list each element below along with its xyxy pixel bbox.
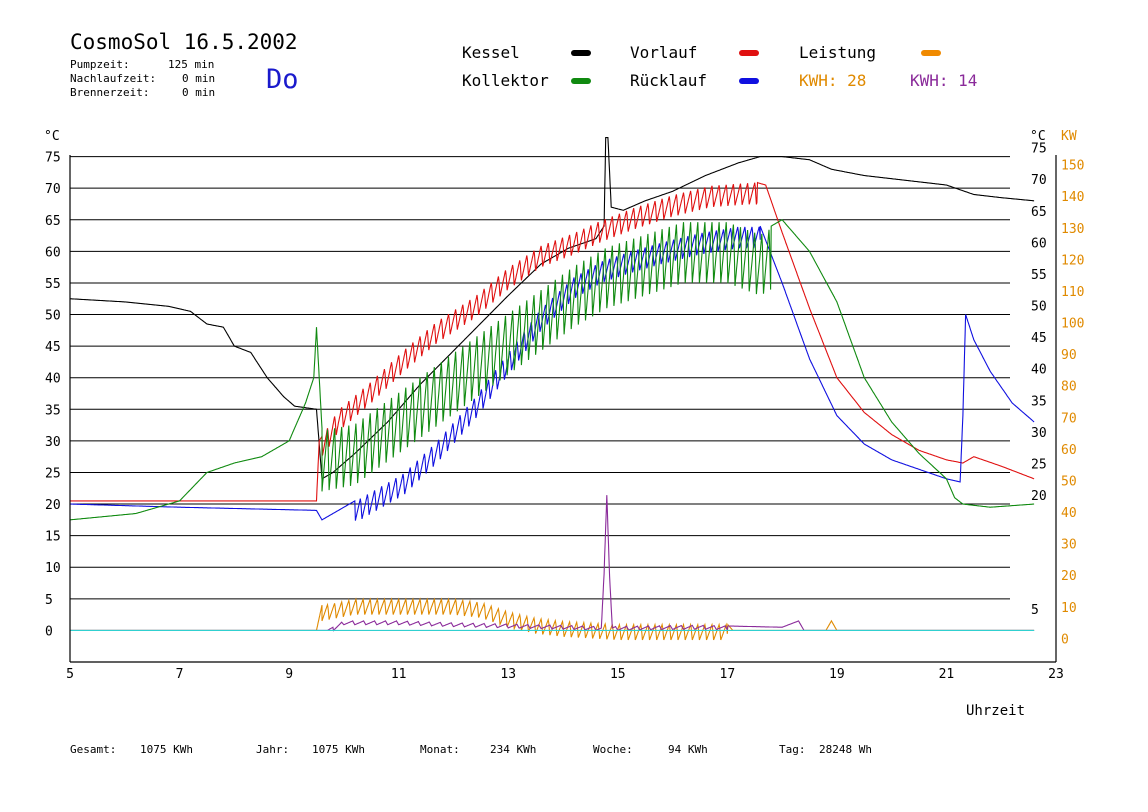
info-brennerzeit-label: Brennerzeit: [70,86,150,99]
info-nachlaufzeit-value: 0 min [182,72,216,85]
y-right-tick-label-kw: 20 [1061,569,1077,584]
info-pumpzeit-value: 125 min [168,58,215,71]
y-right-tick-label-kw: 130 [1061,222,1084,237]
y-right-tick-label-kw: 150 [1061,159,1084,174]
legend-kessel-label: Kessel [462,43,520,62]
axes: 0510152025303540455055606570755202530354… [45,142,1084,682]
y-tick-label: 60 [45,245,61,260]
y-axis-unit-right-c: °C [1030,129,1046,144]
footer-gesamt-value: 1075 KWh [140,743,193,756]
y-right-tick-label-kw: 40 [1061,506,1077,521]
legend-vorlauf-label: Vorlauf [630,43,698,62]
y-axis-unit-right-kw: KW [1061,129,1077,144]
legend-ruecklauf-swatch [739,78,759,84]
footer-monat-value: 234 KWh [490,743,537,756]
info-brennerzeit-value: 0 min [182,86,216,99]
y-right-tick-label-c: 40 [1031,363,1047,378]
y-tick-label: 25 [45,466,61,481]
footer-woche-label: Woche: [593,743,633,756]
x-tick-label: 9 [285,667,293,682]
y-right-tick-label-c: 55 [1031,268,1047,283]
y-right-tick-label-c: 70 [1031,173,1047,188]
kwh-orange-label: KWH: 28 [799,71,867,90]
x-tick-label: 21 [939,667,955,682]
legend-leistung-swatch [921,50,941,56]
footer-gesamt-label: Gesamt: [70,743,117,756]
legend-kollektor-label: Kollektor [462,71,549,90]
y-right-tick-label-c: 25 [1031,457,1047,472]
kwh-purple-label: KWH: 14 [910,71,978,90]
footer-woche-value: 94 KWh [668,743,708,756]
y-tick-label: 30 [45,435,61,450]
y-right-tick-label-c: 60 [1031,236,1047,251]
y-right-tick-label-kw: 50 [1061,474,1077,489]
y-tick-label: 45 [45,340,61,355]
series-line-kollektor [69,219,1035,521]
y-right-tick-label-kw: 30 [1061,538,1077,553]
y-tick-label: 65 [45,214,61,229]
y-tick-label: 10 [45,561,61,576]
y-tick-label: 55 [45,277,61,292]
y-axis-unit-left: °C [44,129,60,144]
x-tick-label: 19 [829,667,845,682]
x-tick-label: 23 [1048,667,1064,682]
y-right-tick-label-c: 65 [1031,205,1047,220]
info-pumpzeit-label: Pumpzeit: [70,58,130,71]
y-right-tick-label-kw: 110 [1061,285,1084,300]
chart-title: CosmoSol 16.5.2002 [70,30,298,54]
x-axis-label: Uhrzeit [966,703,1025,719]
legend-kollektor-swatch [571,78,591,84]
y-tick-label: 50 [45,309,61,324]
y-right-tick-label-c: 45 [1031,331,1047,346]
y-right-tick-label-c: 30 [1031,426,1047,441]
info-nachlaufzeit-label: Nachlaufzeit: [70,72,157,85]
grid-lines [70,156,1010,600]
y-tick-label: 5 [45,593,53,608]
y-right-tick-label-kw: 70 [1061,411,1077,426]
y-right-tick-label-c: 50 [1031,300,1047,315]
x-tick-label: 13 [500,667,516,682]
footer-tag-label: Tag: [779,743,806,756]
y-tick-label: 75 [45,151,61,166]
y-right-tick-label-c: 35 [1031,394,1047,409]
x-tick-label: 17 [720,667,736,682]
legend-kessel-swatch [571,50,591,56]
y-right-tick-label-kw: 10 [1061,601,1077,616]
y-tick-label: 70 [45,182,61,197]
series-line-violett [70,495,1035,632]
y-right-tick-label-kw: 80 [1061,380,1077,395]
y-right-tick-label-kw: 90 [1061,348,1077,363]
x-tick-label: 11 [391,667,407,682]
footer-jahr-value: 1075 KWh [312,743,365,756]
series-line-rcklauf [70,225,1035,521]
y-right-tick-label-kw: 60 [1061,443,1077,458]
y-tick-label: 20 [45,498,61,513]
y-tick-label: 40 [45,372,61,387]
y-right-tick-label-kw: 140 [1061,190,1084,205]
series-line-vorlauf [70,181,1035,502]
y-right-tick-label-c: 75 [1031,142,1047,157]
series-lines [69,137,1035,641]
y-tick-label: 0 [45,624,53,639]
legend-vorlauf-swatch [739,50,759,56]
series-line-leistung [70,597,1035,641]
x-tick-label: 7 [176,667,184,682]
y-right-tick-label-c: 20 [1031,489,1047,504]
footer-tag-value: 28248 Wh [819,743,872,756]
y-right-tick-label-kw: 120 [1061,253,1084,268]
legend-ruecklauf-label: Rücklauf [630,71,708,90]
y-tick-label: 15 [45,530,61,545]
series-line-kessel [69,137,1035,480]
x-tick-label: 5 [66,667,74,682]
x-tick-label: 15 [610,667,626,682]
legend-leistung-label: Leistung [799,43,877,62]
footer-monat-label: Monat: [420,743,460,756]
weekday-label: Do [266,64,299,95]
y-right-tick-label-c: 5 [1031,603,1039,618]
y-right-tick-label-kw: 0 [1061,632,1069,647]
y-right-tick-label-kw: 100 [1061,317,1084,332]
footer-jahr-label: Jahr: [256,743,290,756]
y-tick-label: 35 [45,403,61,418]
